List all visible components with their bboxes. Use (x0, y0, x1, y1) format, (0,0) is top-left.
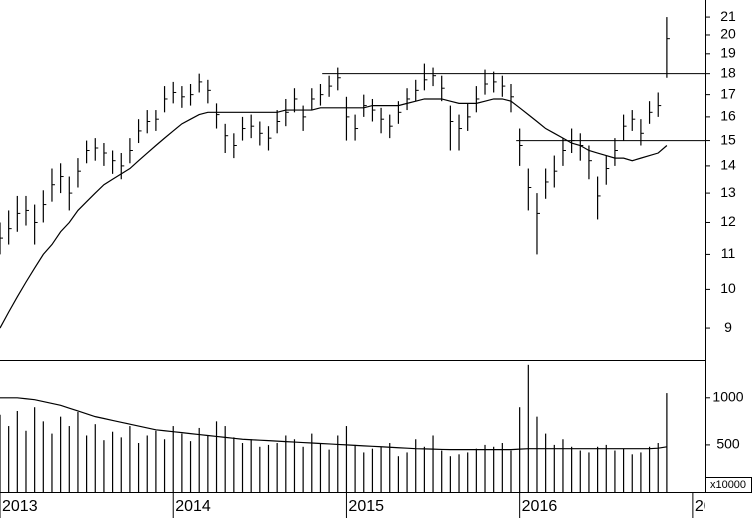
y-tick-label: 14 (720, 157, 736, 173)
y-tick-label: 15 (720, 131, 736, 147)
y-tick-label: 11 (721, 245, 736, 261)
volume-unit: x10000 (710, 479, 746, 491)
y-tick-label: 19 (720, 45, 736, 61)
y-tick-label: 500 (716, 436, 740, 452)
y-tick-label: 20 (720, 26, 736, 42)
x-tick-label: 2017 (695, 498, 731, 515)
y-tick-label: 9 (724, 319, 732, 335)
y-tick-label: 13 (720, 184, 736, 200)
moving-average (0, 98, 668, 329)
x-tick-label: 2016 (522, 498, 558, 515)
volume-average (0, 397, 667, 451)
y-tick-label: 17 (720, 85, 736, 101)
y-tick-label: 18 (720, 64, 736, 80)
y-tick-label: 12 (720, 213, 736, 229)
y-tick-label: 10 (720, 280, 736, 296)
y-tick-label: 1000 (712, 389, 743, 405)
y-tick-label: 21 (720, 8, 736, 24)
y-tick-label: 16 (720, 108, 736, 124)
x-labels: 2013 2014 2015 2016 2017 (2, 498, 731, 515)
x-tick-label: 2013 (2, 498, 38, 515)
x-tick-label: 2014 (175, 498, 211, 515)
x-tick-label: 2015 (348, 498, 384, 515)
